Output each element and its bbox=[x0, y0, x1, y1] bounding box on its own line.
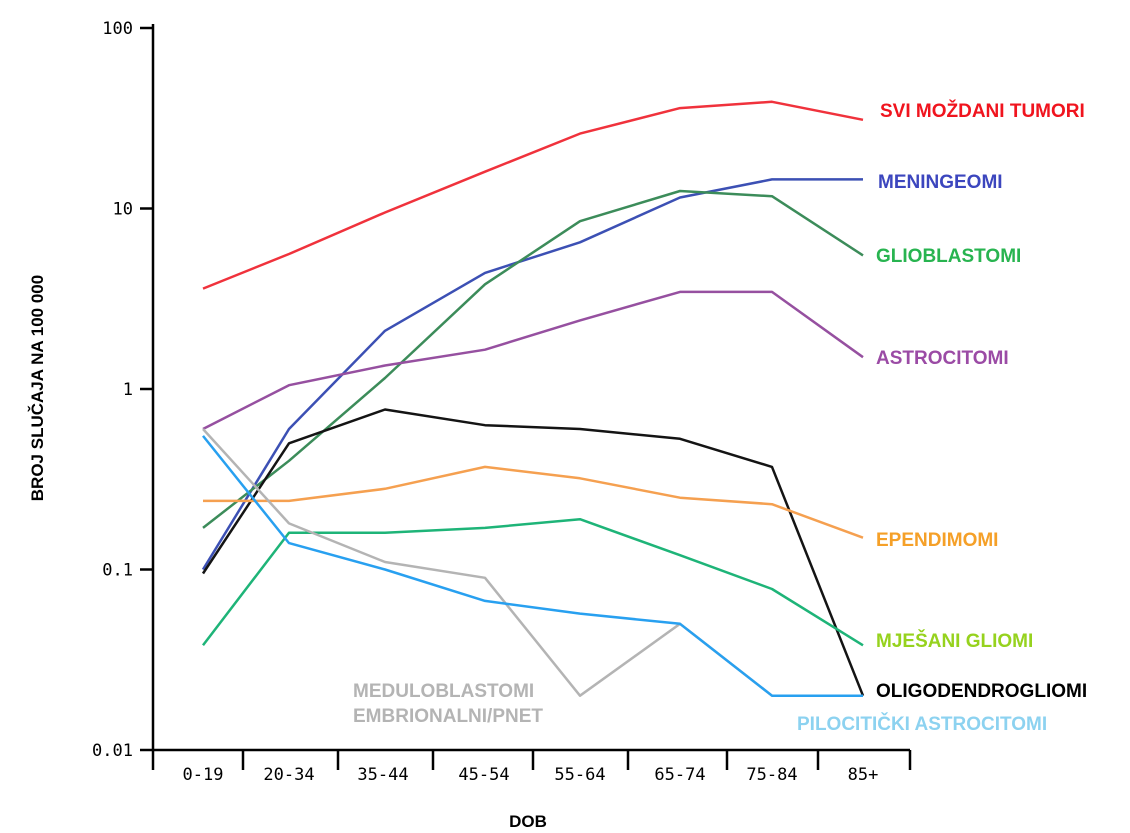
y-axis-title: BROJ SLUČAJA NA 100 000 bbox=[28, 275, 47, 501]
series-line bbox=[201, 178, 863, 571]
y-tick-label: 10 bbox=[113, 200, 133, 220]
series-label: GLIOBLASTOMI bbox=[876, 246, 1021, 267]
series-line bbox=[203, 465, 864, 539]
x-axis-title: DOB bbox=[509, 812, 547, 831]
series-line bbox=[202, 100, 864, 290]
series-line bbox=[202, 428, 863, 697]
series-line bbox=[202, 517, 864, 647]
series-line bbox=[202, 189, 864, 529]
x-tick-label: 35-44 bbox=[357, 765, 408, 785]
x-tick-label: 20-34 bbox=[263, 765, 314, 785]
series-label: ASTROCITOMI bbox=[876, 348, 1009, 369]
series-line bbox=[202, 435, 863, 697]
series-line bbox=[202, 290, 864, 431]
series-label: PILOCITIČKI ASTROCITOMI bbox=[797, 713, 1047, 735]
series-label: MJEŠANI GLIOMI bbox=[876, 630, 1033, 652]
series-label: EPENDIMOMI bbox=[876, 530, 998, 551]
y-tick-label: 1 bbox=[123, 380, 133, 400]
x-tick-label: 85+ bbox=[848, 765, 879, 785]
y-tick-label: 100 bbox=[102, 19, 133, 39]
series-lines bbox=[201, 100, 865, 697]
x-tick-label: 65-74 bbox=[654, 765, 705, 785]
x-tick-label: 0-19 bbox=[183, 765, 224, 785]
series-label: SVI MOŽDANI TUMORI bbox=[880, 100, 1085, 122]
series-labels: SVI MOŽDANI TUMORI MENINGEOMI GLIOBLASTOMI… bbox=[353, 100, 1087, 735]
x-tick-label: 55-64 bbox=[554, 765, 605, 785]
axes: 100 10 1 0.1 0.01 0-19 20-34 35-44 45-54 55-64 65-… bbox=[92, 19, 912, 785]
series-line bbox=[201, 408, 865, 697]
x-tick-label: 75-84 bbox=[746, 765, 797, 785]
y-tick-label: 0.01 bbox=[92, 741, 133, 761]
x-tick-label: 45-54 bbox=[458, 765, 509, 785]
series-label: OLIGODENDROGLIOMI bbox=[876, 681, 1087, 702]
series-label: MEDULOBLASTOMI EMBRIONALNI/PNET bbox=[353, 681, 543, 727]
y-tick-label: 0.1 bbox=[102, 561, 133, 581]
series-label: MENINGEOMI bbox=[878, 172, 1003, 193]
